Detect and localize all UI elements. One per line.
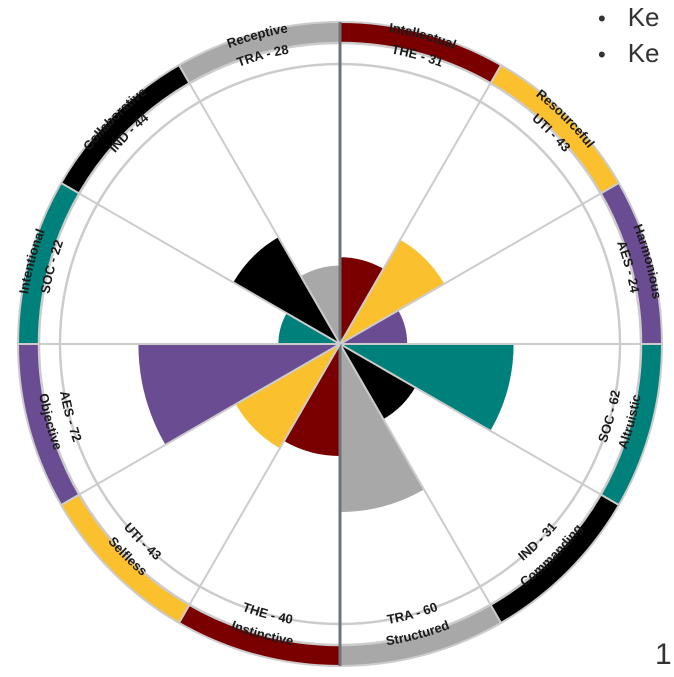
- grid-spoke: [339, 182, 620, 345]
- value-wedge-altruistic: [340, 344, 514, 431]
- outer-band-commanding: [490, 494, 619, 623]
- page-number: 1: [655, 638, 672, 671]
- grid-spoke: [178, 343, 341, 624]
- side-text-line-1: • Ke: [598, 2, 660, 32]
- outer-band-collaborative: [61, 65, 190, 194]
- value-wedge-objective: [138, 344, 340, 445]
- grid-spoke: [339, 64, 502, 345]
- bullet-1: •: [598, 6, 606, 31]
- side-text-line-2: • Ke: [598, 38, 660, 68]
- label-ring-resourceful: [480, 83, 601, 204]
- grid-spoke: [178, 64, 341, 345]
- grid-spoke: [339, 343, 502, 624]
- value-wedge-intellectual: [340, 257, 384, 344]
- value-wedge-structured: [340, 344, 424, 512]
- value-wedge-resourceful: [340, 239, 445, 344]
- value-wedge-intentional: [278, 313, 340, 344]
- outer-band-selfless: [61, 494, 190, 623]
- label-ring-selfless: [79, 484, 200, 605]
- value-wedge-instinctive: [284, 344, 340, 456]
- grid-spoke: [60, 182, 341, 345]
- grid-spoke: [60, 343, 341, 506]
- value-wedge-collaborative: [233, 237, 340, 344]
- grid-spoke: [339, 343, 620, 506]
- label-ring-collaborative: [79, 83, 200, 204]
- value-wedge-selfless: [235, 344, 340, 449]
- value-wedge-harmonious: [340, 310, 408, 344]
- bullet-2: •: [598, 42, 606, 67]
- label-ring-commanding: [480, 484, 601, 605]
- value-wedge-receptive: [300, 265, 340, 344]
- outer-band-resourceful: [490, 65, 619, 194]
- value-wedge-commanding: [340, 344, 416, 420]
